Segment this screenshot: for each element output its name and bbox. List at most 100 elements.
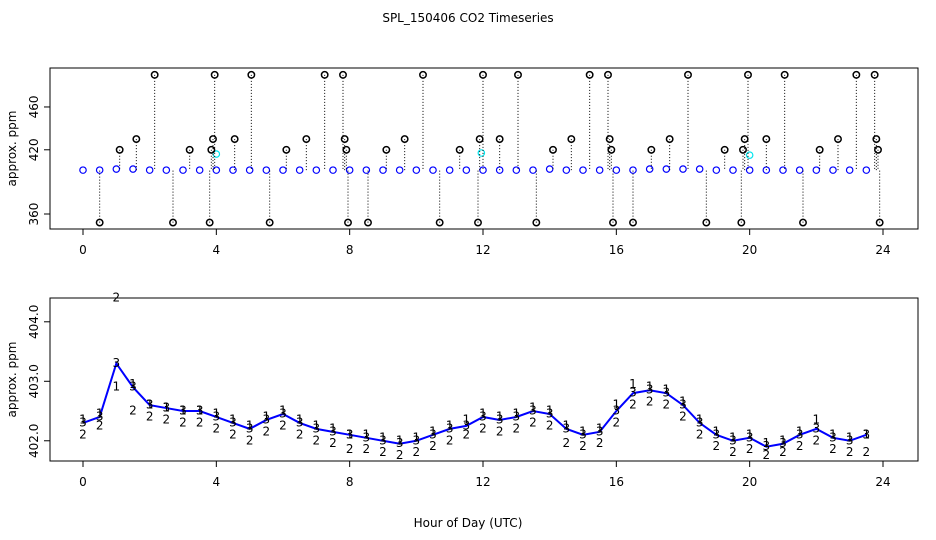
series-marker: 2 (313, 433, 321, 447)
series-marker: 1 (79, 412, 87, 426)
data-point (862, 166, 871, 174)
series-marker: 3 (646, 383, 654, 397)
data-point (262, 166, 271, 174)
series-marker: 2 (513, 421, 521, 435)
chart-title: SPL_150406 CO2 Timeseries (382, 11, 553, 25)
data-point (845, 166, 854, 174)
series-marker: 2 (579, 439, 587, 453)
series-marker: 1 (579, 424, 587, 438)
data-point (712, 166, 721, 174)
series-marker: 1 (613, 398, 621, 412)
outlier-point (302, 135, 311, 144)
outlier-point (739, 145, 747, 154)
series-marker: 3 (79, 415, 87, 429)
plot-frame (49, 297, 919, 462)
series-marker: 2 (529, 415, 537, 429)
series-marker: 3 (479, 409, 487, 423)
outlier-point (340, 135, 349, 144)
series-marker: 2 (396, 448, 404, 462)
x-tick-label: 12 (475, 243, 490, 257)
series-marker: 1 (429, 424, 437, 438)
series-marker: 2 (279, 418, 287, 432)
series-marker: 2 (79, 427, 87, 441)
series-marker: 2 (863, 445, 871, 459)
series-marker: 2 (613, 415, 621, 429)
outlier-point (265, 218, 274, 227)
series-marker: 3 (746, 430, 754, 444)
series-marker: 1 (263, 409, 271, 423)
series-marker: 1 (596, 421, 604, 435)
series-marker: 1 (163, 401, 171, 415)
series-marker: 3 (779, 436, 787, 450)
series-marker: 1 (446, 418, 454, 432)
series-marker: 1 (829, 427, 837, 441)
outlier-point (169, 218, 177, 227)
data-point (612, 166, 621, 174)
outlier-point (514, 70, 522, 79)
series-marker: 3 (679, 398, 687, 412)
outlier-point (870, 70, 879, 79)
series-marker: 2 (546, 418, 554, 432)
x-tick-label: 16 (609, 475, 624, 489)
series-marker: 3 (113, 356, 121, 370)
series-marker: 2 (696, 427, 704, 441)
outlier-point (629, 218, 637, 227)
outlier-point (474, 218, 482, 227)
data-point (462, 166, 471, 174)
series-marker: 3 (379, 433, 387, 447)
y-axis-label: approx. ppm (5, 111, 19, 187)
series-marker: 2 (829, 442, 837, 456)
series-marker: 1 (746, 427, 754, 441)
data-point (829, 166, 837, 174)
outlier-point (647, 145, 656, 154)
outlier-point (852, 70, 861, 79)
series-marker: 1 (246, 418, 254, 432)
series-marker: 1 (96, 407, 104, 421)
outlier-point (205, 218, 214, 227)
outlier-point (210, 70, 219, 79)
outlier-point (455, 145, 464, 154)
outlier-point (342, 145, 351, 154)
outlier-point (874, 145, 882, 154)
series-marker: 3 (229, 415, 237, 429)
data-point (245, 166, 254, 174)
series-marker: 3 (696, 415, 704, 429)
x-tick-label: 0 (79, 243, 87, 257)
data-point (162, 166, 171, 174)
series-marker: 2 (163, 412, 171, 426)
data-point (495, 166, 504, 174)
series-marker: 1 (463, 412, 471, 426)
series-marker: 3 (346, 427, 354, 441)
y-tick-label: 360 (27, 203, 41, 226)
series-marker: 3 (313, 421, 321, 435)
series-marker: 3 (546, 407, 554, 421)
outlier-point (744, 70, 752, 79)
data-point (562, 166, 571, 174)
data-point (179, 166, 187, 174)
series-marker: 3 (396, 436, 404, 450)
x-tick-label: 8 (346, 243, 354, 257)
outlier-point (115, 145, 124, 154)
series-marker: 2 (796, 439, 804, 453)
data-point (645, 165, 654, 173)
series-marker: 2 (679, 409, 687, 423)
series-marker: 3 (763, 439, 771, 453)
data-point (812, 166, 821, 174)
data-point (212, 150, 221, 158)
y-tick-label: 404.0 (27, 305, 41, 339)
series-marker: 3 (496, 412, 504, 426)
data-point (345, 166, 354, 174)
y-tick-label: 420 (27, 138, 41, 161)
outlier-point (382, 145, 391, 154)
outlier-point (720, 145, 729, 154)
data-point (112, 165, 121, 173)
outlier-point (435, 218, 444, 227)
outlier-point (479, 70, 487, 79)
series-marker: 3 (246, 421, 254, 435)
series-marker: 2 (179, 415, 187, 429)
y-tick-label: 403.0 (27, 364, 41, 398)
series-marker: 2 (813, 433, 821, 447)
series-line (82, 361, 867, 448)
series-marker: 2 (646, 395, 654, 409)
